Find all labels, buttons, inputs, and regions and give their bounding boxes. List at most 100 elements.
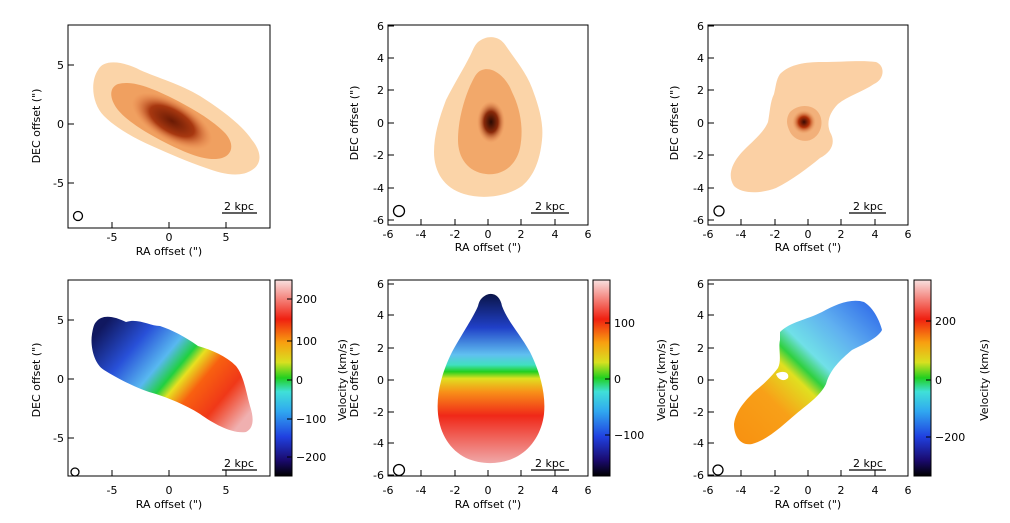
moment0-middle-scalebar-label: 2 kpc bbox=[535, 200, 565, 213]
velocity-right-ytick-label: 6 bbox=[697, 278, 704, 291]
moment0-middle-ytick-label: -2 bbox=[373, 149, 384, 162]
velocity-right-ytick-label: 0 bbox=[697, 374, 704, 387]
velocity-middle-yticks: -6 -4 -2 0 2 4 6 bbox=[373, 278, 394, 482]
moment0-middle-ytick-label: 2 bbox=[377, 84, 384, 97]
velocity-right-colorbar-tick-label: 200 bbox=[935, 315, 956, 328]
moment0-middle-xtick-label: -2 bbox=[450, 228, 461, 241]
velocity-right-field bbox=[734, 300, 882, 445]
velocity-left-colorbar-ticks: 200 100 0 −100 −200 bbox=[287, 293, 326, 464]
moment0-right-ytick-label: 2 bbox=[697, 84, 704, 97]
velocity-middle-xtick-label: 2 bbox=[518, 484, 525, 497]
moment0-left-xtick-label: 0 bbox=[166, 231, 173, 244]
velocity-left-colorbar-tick-label: 200 bbox=[296, 293, 317, 306]
moment0-left-ytick-label: 0 bbox=[57, 118, 64, 131]
velocity-right-xtick-label: 0 bbox=[805, 484, 812, 497]
velocity-right-xticks: -6 -4 -2 0 2 4 6 bbox=[703, 470, 912, 497]
moment0-middle-xtick-label: -6 bbox=[383, 228, 394, 241]
moment0-middle-xtick-label: 6 bbox=[585, 228, 592, 241]
moment0-right-ytick-label: -4 bbox=[693, 182, 704, 195]
velocity-right-xtick-label: -6 bbox=[703, 484, 714, 497]
velocity-middle-xtick-label: 0 bbox=[485, 484, 492, 497]
velocity-left-ytick-label: 5 bbox=[57, 314, 64, 327]
velocity-left-colorbar-tick-label: −200 bbox=[296, 451, 326, 464]
moment0-left-panel: 2 kpc -5 0 5 -5 0 5 RA offset (") DEC of… bbox=[30, 24, 271, 258]
velocity-middle-ylabel: DEC offset (") bbox=[348, 343, 361, 418]
velocity-right-colorbar-ticks: 200 0 −200 bbox=[926, 315, 965, 444]
velocity-middle-xtick-label: -4 bbox=[416, 484, 427, 497]
velocity-right-xtick-label: 2 bbox=[838, 484, 845, 497]
velocity-left-xticks: -5 0 5 bbox=[107, 470, 230, 497]
velocity-middle-xtick-label: -2 bbox=[450, 484, 461, 497]
velocity-right-panel: 2 kpc -6 -4 -2 0 2 4 6 -6 -4 -2 0 2 4 6 … bbox=[668, 278, 991, 511]
moment0-left-emission bbox=[93, 62, 260, 175]
moment0-left-ytick-label: 5 bbox=[57, 59, 64, 72]
moment0-middle-xtick-label: 0 bbox=[485, 228, 492, 241]
velocity-middle-colorbar-tick-label: 0 bbox=[614, 373, 621, 386]
moment0-middle-ylabel: DEC offset (") bbox=[348, 86, 361, 161]
velocity-left-colorbar-tick-label: 100 bbox=[296, 335, 317, 348]
moment0-middle-ytick-label: 0 bbox=[377, 117, 384, 130]
velocity-right-gap bbox=[776, 371, 789, 381]
moment0-right-xlabel: RA offset (") bbox=[775, 241, 841, 254]
moment0-middle-xtick-label: 4 bbox=[552, 228, 559, 241]
moment0-middle-panel: 2 kpc -6 -4 -2 0 2 4 6 -6 -4 -2 0 2 4 6 … bbox=[348, 20, 592, 254]
moment0-right-yticks: -6 -4 -2 0 2 4 6 bbox=[693, 20, 714, 227]
velocity-left-xtick-label: 0 bbox=[166, 484, 173, 497]
moment0-left-xlabel: RA offset (") bbox=[136, 245, 202, 258]
velocity-right-ytick-label: 4 bbox=[697, 309, 704, 322]
velocity-right-xtick-label: -4 bbox=[736, 484, 747, 497]
velocity-left-ylabel: DEC offset (") bbox=[30, 343, 43, 418]
velocity-left-colorbar-tick-label: −100 bbox=[296, 413, 326, 426]
velocity-middle-beam bbox=[392, 463, 406, 477]
velocity-right-ylabel: DEC offset (") bbox=[668, 343, 681, 418]
velocity-middle-field bbox=[437, 293, 545, 464]
moment0-right-ytick-label: -2 bbox=[693, 149, 704, 162]
velocity-left-beam bbox=[70, 467, 80, 477]
moment0-left-xticks: -5 0 5 bbox=[107, 222, 230, 244]
velocity-right-xtick-label: -2 bbox=[770, 484, 781, 497]
moment0-right-xtick-label: 4 bbox=[872, 228, 879, 241]
moment0-right-xtick-label: -6 bbox=[703, 228, 714, 241]
moment0-right-ytick-label: 4 bbox=[697, 52, 704, 65]
moment0-middle-xtick-label: -4 bbox=[416, 228, 427, 241]
velocity-right-ytick-label: -2 bbox=[693, 406, 704, 419]
velocity-left-panel: 2 kpc -5 0 5 -5 0 5 RA offset (") DEC of… bbox=[30, 279, 349, 511]
velocity-left-yticks: -5 0 5 bbox=[53, 314, 74, 445]
velocity-middle-xtick-label: 4 bbox=[552, 484, 559, 497]
moment0-left-scalebar-label: 2 kpc bbox=[224, 200, 254, 213]
velocity-middle-xtick-label: -6 bbox=[383, 484, 394, 497]
moment0-middle-ytick-label: -6 bbox=[373, 214, 384, 227]
moment0-middle-emission bbox=[434, 37, 543, 197]
velocity-left-xlabel: RA offset (") bbox=[136, 498, 202, 511]
moment0-left-peak bbox=[131, 92, 213, 150]
velocity-left-ytick-label: 0 bbox=[57, 373, 64, 386]
velocity-middle-ytick-label: -6 bbox=[373, 469, 384, 482]
moment0-right-ytick-label: 6 bbox=[697, 20, 704, 33]
moment0-left-xtick-label: 5 bbox=[223, 231, 230, 244]
moment0-left-ytick-label: -5 bbox=[53, 177, 64, 190]
velocity-middle-xticks: -6 -4 -2 0 2 4 6 bbox=[383, 470, 592, 497]
moment0-middle-peak bbox=[477, 101, 505, 143]
velocity-right-ytick-label: 2 bbox=[697, 342, 704, 355]
moment0-middle-ytick-label: -4 bbox=[373, 182, 384, 195]
velocity-left-ytick-label: -5 bbox=[53, 432, 64, 445]
moment0-right-peak bbox=[792, 110, 816, 134]
velocity-middle-ytick-label: 6 bbox=[377, 278, 384, 291]
velocity-right-xtick-label: 6 bbox=[905, 484, 912, 497]
velocity-middle-xtick-label: 6 bbox=[585, 484, 592, 497]
velocity-left-scalebar-label: 2 kpc bbox=[224, 457, 254, 470]
velocity-left-field bbox=[91, 316, 253, 433]
moment0-right-beam bbox=[713, 205, 725, 217]
velocity-middle-scalebar-label: 2 kpc bbox=[535, 457, 565, 470]
velocity-middle-colorbar-tick-label: 100 bbox=[614, 317, 635, 330]
moment0-left-yticks: -5 0 5 bbox=[53, 59, 74, 190]
moment0-left-beam bbox=[72, 210, 84, 222]
velocity-middle-ytick-label: -2 bbox=[373, 406, 384, 419]
moment0-right-xtick-label: 0 bbox=[805, 228, 812, 241]
moment0-right-emission bbox=[730, 61, 883, 193]
velocity-right-colorbar-label: Velocity (km/s) bbox=[978, 339, 991, 421]
moment0-right-xtick-label: 6 bbox=[905, 228, 912, 241]
velocity-middle-ytick-label: 2 bbox=[377, 342, 384, 355]
velocity-right-colorbar-tick-label: −200 bbox=[935, 431, 965, 444]
